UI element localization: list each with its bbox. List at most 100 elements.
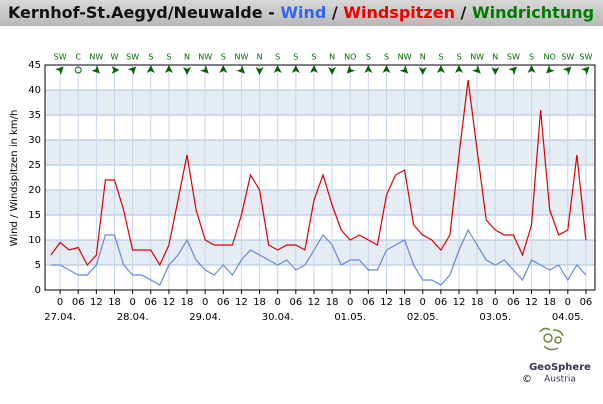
direction-arrow	[364, 65, 373, 73]
direction-label: S	[166, 53, 171, 62]
x-tick-label: 18	[108, 297, 121, 308]
x-tick-label: 12	[90, 297, 103, 308]
y-tick-label: 30	[28, 135, 41, 146]
direction-label: S	[366, 53, 371, 62]
x-tick-label: 18	[398, 297, 411, 308]
y-tick-label: 15	[28, 210, 41, 221]
x-tick-label: 12	[453, 297, 466, 308]
chart-title: Kernhof-St.Aegyd/Neuwalde - Wind / Winds…	[8, 3, 594, 22]
x-tick-label: 12	[525, 297, 538, 308]
y-tick-label: 20	[28, 185, 41, 196]
direction-label: N	[184, 53, 190, 62]
x-tick-label: 0	[275, 297, 281, 308]
logo-icon	[539, 327, 564, 351]
direction-arrow	[455, 65, 464, 73]
x-tick-label: 12	[235, 297, 248, 308]
direction-label: S	[456, 53, 461, 62]
x-tick-label: 0	[202, 297, 208, 308]
direction-label: S	[275, 53, 280, 62]
band	[45, 240, 595, 265]
date-label: 01.05.	[334, 312, 366, 323]
direction-label: S	[438, 53, 443, 62]
direction-arrow	[399, 65, 409, 74]
direction-label: SW	[561, 53, 574, 62]
x-tick-label: 18	[471, 297, 484, 308]
y-tick-label: 45	[28, 60, 41, 71]
x-tick-label: 06	[435, 297, 448, 308]
date-label: 29.04.	[189, 312, 221, 323]
direction-arrow	[200, 65, 209, 74]
date-label: 27.04.	[44, 312, 76, 323]
direction-label: SW	[507, 53, 520, 62]
x-tick-label: 0	[57, 297, 63, 308]
direction-label: N	[329, 53, 335, 62]
y-tick-label: 10	[28, 235, 41, 246]
x-tick-label: 06	[362, 297, 375, 308]
direction-label: NW	[198, 53, 212, 62]
copyright: ©	[522, 374, 532, 385]
direction-arrow	[255, 67, 264, 75]
direction-arrow	[346, 65, 356, 74]
direction-label: SW	[126, 53, 139, 62]
direction-arrow	[146, 65, 155, 73]
direction-arrow	[546, 65, 555, 74]
series-line	[51, 228, 587, 286]
direction-label: NW	[470, 53, 484, 62]
x-tick-label: 0	[492, 297, 498, 308]
x-tick-label: 18	[326, 297, 339, 308]
title-part: /	[326, 3, 343, 22]
series-line	[50, 79, 587, 267]
date-label: 04.05.	[552, 312, 584, 323]
x-tick-label: 12	[308, 297, 321, 308]
direction-label: NO	[544, 53, 556, 62]
direction-label: S	[221, 53, 226, 62]
direction-arrow	[491, 67, 500, 75]
direction-label: S	[293, 53, 298, 62]
direction-label: NW	[398, 53, 412, 62]
title-part: Kernhof-St.Aegyd/Neuwalde -	[8, 3, 280, 22]
title-part: /	[455, 3, 472, 22]
direction-calm	[74, 66, 82, 74]
logo-sub: Austria	[544, 375, 576, 385]
date-label: 03.05.	[479, 312, 511, 323]
direction-arrow	[436, 65, 445, 73]
x-tick-label: 18	[543, 297, 556, 308]
direction-arrow	[472, 65, 481, 74]
x-tick-label: 18	[253, 297, 266, 308]
direction-arrow	[328, 67, 337, 75]
band	[45, 190, 595, 215]
y-tick-label: 40	[28, 85, 41, 96]
title-part: Wind	[280, 3, 326, 22]
direction-label: N	[420, 53, 426, 62]
y-tick-label: 0	[35, 285, 41, 296]
direction-label: SW	[579, 53, 592, 62]
direction-arrow	[91, 65, 100, 74]
x-tick-label: 12	[163, 297, 176, 308]
direction-label: S	[384, 53, 389, 62]
y-axis-label: Wind / Windspitzen in km/h	[9, 110, 20, 247]
band	[45, 90, 595, 115]
direction-arrow	[527, 65, 536, 73]
plot-frame	[44, 64, 596, 291]
direction-arrow	[291, 65, 300, 73]
title-part: Windspitzen	[343, 3, 455, 22]
x-tick-label: 0	[129, 297, 135, 308]
direction-arrow	[309, 65, 318, 73]
direction-arrow	[382, 65, 391, 73]
direction-label: NO	[344, 53, 356, 62]
title-part: Windrichtung	[472, 3, 594, 22]
band	[45, 140, 595, 165]
direction-label: NW	[234, 53, 248, 62]
direction-label: S	[529, 53, 534, 62]
date-label: 30.04.	[262, 312, 294, 323]
logo-name: GeoSphere	[529, 362, 591, 373]
direction-label: S	[311, 53, 316, 62]
x-tick-label: 0	[565, 297, 571, 308]
direction-arrow	[273, 65, 282, 73]
direction-arrow	[418, 67, 427, 75]
x-tick-label: 06	[144, 297, 157, 308]
direction-label: N	[492, 53, 498, 62]
direction-arrow	[236, 65, 245, 74]
direction-label: C	[75, 53, 81, 62]
